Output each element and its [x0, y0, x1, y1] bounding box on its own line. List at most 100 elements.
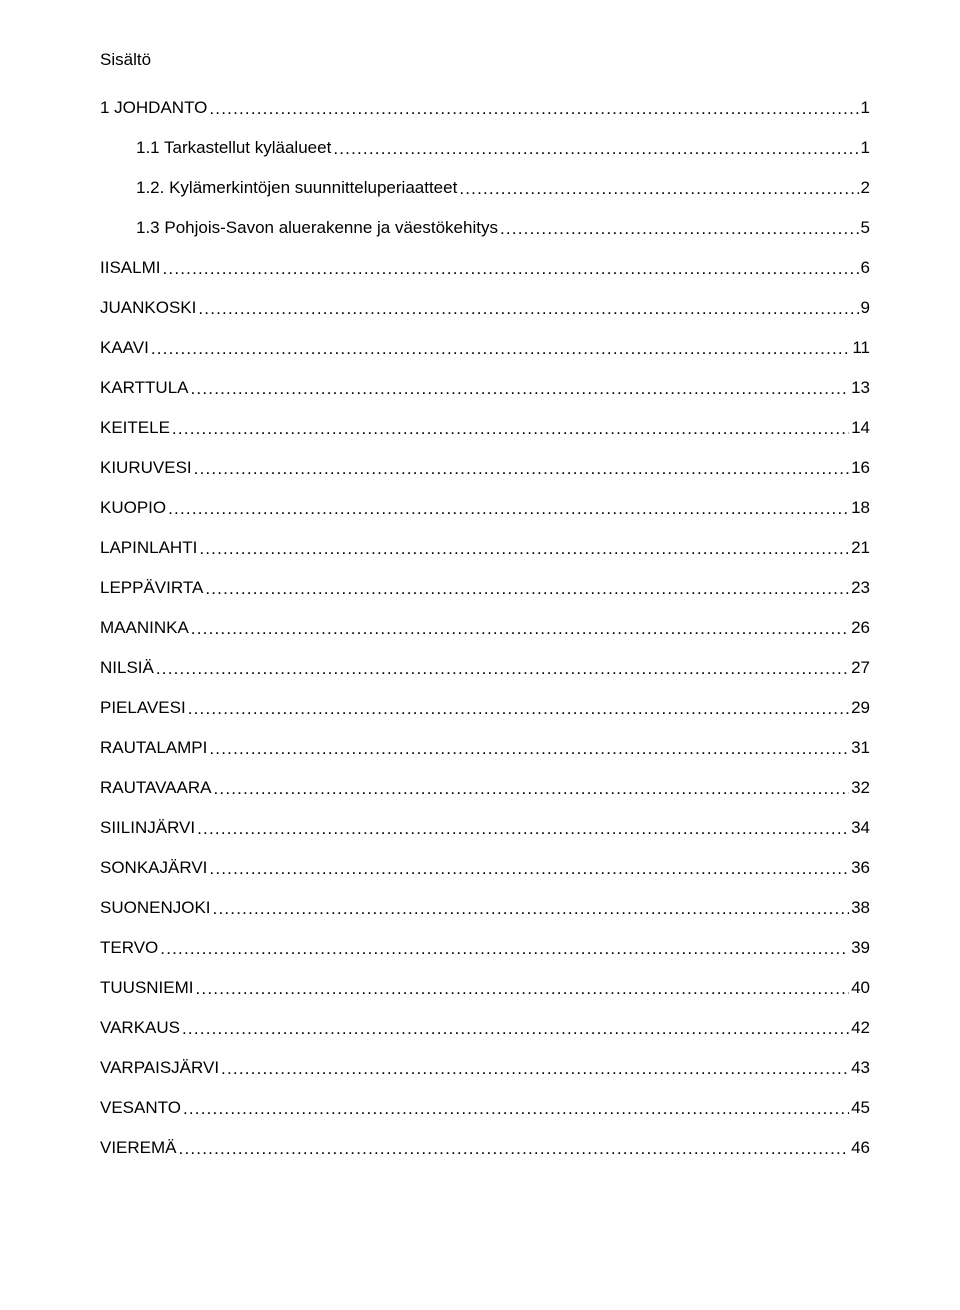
toc-leader-dots	[500, 219, 859, 239]
toc-entry: LAPINLAHTI21	[100, 538, 870, 558]
toc-entry-label: SIILINJÄRVI	[100, 818, 195, 838]
toc-entry: KIURUVESI 16	[100, 458, 870, 478]
toc-entry: JUANKOSKI 9	[100, 298, 870, 318]
toc-entry-label: RAUTAVAARA	[100, 778, 211, 798]
toc-entry: RAUTALAMPI 31	[100, 738, 870, 758]
toc-leader-dots	[205, 579, 849, 599]
toc-leader-dots	[182, 1019, 849, 1039]
toc-entry-label: PIELAVESI	[100, 698, 186, 718]
toc-leader-dots	[162, 259, 858, 279]
toc-entry-page: 16	[851, 458, 870, 478]
toc-entry-page: 5	[861, 218, 870, 238]
toc-entry-page: 14	[851, 418, 870, 438]
toc-entry: KUOPIO 18	[100, 498, 870, 518]
toc-title: Sisältö	[100, 50, 870, 70]
toc-leader-dots	[197, 819, 849, 839]
toc-leader-dots	[156, 659, 849, 679]
toc-entry-page: 2	[861, 178, 870, 198]
toc-entry-label: LEPPÄVIRTA	[100, 578, 203, 598]
toc-entry: TUUSNIEMI 40	[100, 978, 870, 998]
toc-entry-label: MAANINKA	[100, 618, 189, 638]
toc-entry-page: 29	[851, 698, 870, 718]
toc-entry-label: SUONENJOKI	[100, 898, 211, 918]
toc-entry-label: TERVO	[100, 938, 158, 958]
toc-leader-dots	[194, 459, 849, 479]
toc-leader-dots	[151, 339, 851, 359]
toc-leader-dots	[199, 539, 849, 559]
toc-entry: LEPPÄVIRTA 23	[100, 578, 870, 598]
toc-entry-label: IISALMI	[100, 258, 160, 278]
toc-leader-dots	[168, 499, 849, 519]
toc-entry: SIILINJÄRVI 34	[100, 818, 870, 838]
toc-leader-dots	[172, 419, 849, 439]
toc-entry: SONKAJÄRVI 36	[100, 858, 870, 878]
toc-entry-label: VIEREMÄ	[100, 1138, 177, 1158]
toc-entry-label: 1.2. Kylämerkintöjen suunnitteluperiaatt…	[136, 178, 457, 198]
toc-entry-page: 23	[851, 578, 870, 598]
toc-entry-page: 18	[851, 498, 870, 518]
toc-entry-label: VARKAUS	[100, 1018, 180, 1038]
toc-entry: VARPAISJÄRVI 43	[100, 1058, 870, 1078]
toc-leader-dots	[213, 899, 850, 919]
toc-leader-dots	[160, 939, 849, 959]
toc-entry-page: 26	[851, 618, 870, 638]
toc-entry-label: KUOPIO	[100, 498, 166, 518]
toc-entry: 1 JOHDANTO 1	[100, 98, 870, 118]
toc-entry-label: 1.1 Tarkastellut kyläalueet	[136, 138, 331, 158]
toc-entry-page: 39	[851, 938, 870, 958]
toc-leader-dots	[209, 859, 849, 879]
toc-leader-dots	[188, 699, 849, 719]
toc-entry-label: KARTTULA	[100, 378, 189, 398]
toc-entry-page: 42	[851, 1018, 870, 1038]
toc-entry: KARTTULA 13	[100, 378, 870, 398]
toc-list: 1 JOHDANTO 1 1.1 Tarkastellut kyläalueet 11…	[100, 98, 870, 1158]
toc-entry-label: NILSIÄ	[100, 658, 154, 678]
toc-leader-dots	[333, 139, 858, 159]
toc-entry-page: 9	[861, 298, 870, 318]
toc-entry-label: KIURUVESI	[100, 458, 192, 478]
toc-entry-label: JUANKOSKI	[100, 298, 196, 318]
toc-entry: NILSIÄ 27	[100, 658, 870, 678]
toc-entry: TERVO 39	[100, 938, 870, 958]
toc-entry-page: 40	[851, 978, 870, 998]
toc-entry: VARKAUS 42	[100, 1018, 870, 1038]
toc-entry-page: 38	[851, 898, 870, 918]
toc-entry: RAUTAVAARA 32	[100, 778, 870, 798]
toc-entry: 1.3 Pohjois-Savon aluerakenne ja väestök…	[100, 218, 870, 238]
toc-entry-page: 34	[851, 818, 870, 838]
toc-leader-dots	[179, 1139, 850, 1159]
toc-entry-page: 1	[861, 98, 870, 118]
toc-entry-label: KAAVI	[100, 338, 149, 358]
toc-entry: VESANTO45	[100, 1098, 870, 1118]
toc-leader-dots	[209, 99, 858, 119]
toc-leader-dots	[198, 299, 858, 319]
toc-entry-page: 36	[851, 858, 870, 878]
toc-entry: SUONENJOKI 38	[100, 898, 870, 918]
toc-entry: MAANINKA 26	[100, 618, 870, 638]
toc-entry-page: 31	[851, 738, 870, 758]
toc-leader-dots	[221, 1059, 849, 1079]
toc-entry-page: 6	[861, 258, 870, 278]
toc-entry-label: SONKAJÄRVI	[100, 858, 207, 878]
toc-entry: PIELAVESI 29	[100, 698, 870, 718]
toc-leader-dots	[191, 379, 850, 399]
toc-leader-dots	[191, 619, 849, 639]
toc-entry: VIEREMÄ 46	[100, 1138, 870, 1158]
toc-entry: KEITELE14	[100, 418, 870, 438]
toc-entry-label: VESANTO	[100, 1098, 181, 1118]
toc-entry-page: 11	[852, 338, 870, 358]
toc-entry: 1.2. Kylämerkintöjen suunnitteluperiaatt…	[100, 178, 870, 198]
toc-entry-page: 32	[851, 778, 870, 798]
toc-entry-label: LAPINLAHTI	[100, 538, 197, 558]
toc-entry-label: VARPAISJÄRVI	[100, 1058, 219, 1078]
toc-entry-page: 43	[851, 1058, 870, 1078]
toc-leader-dots	[213, 779, 849, 799]
toc-entry-page: 13	[851, 378, 870, 398]
toc-entry-label: 1 JOHDANTO	[100, 98, 207, 118]
toc-entry: IISALMI 6	[100, 258, 870, 278]
toc-entry-label: 1.3 Pohjois-Savon aluerakenne ja väestök…	[136, 218, 498, 238]
toc-entry-label: TUUSNIEMI	[100, 978, 194, 998]
toc-entry-page: 27	[851, 658, 870, 678]
toc-entry-page: 46	[851, 1138, 870, 1158]
toc-entry-label: RAUTALAMPI	[100, 738, 207, 758]
